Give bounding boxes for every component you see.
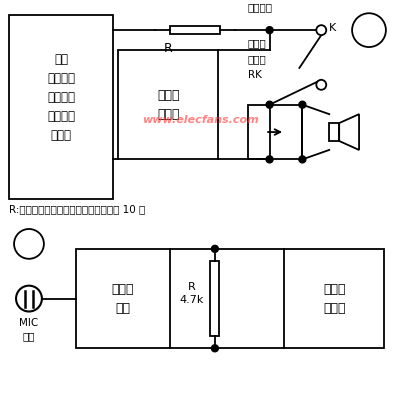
Bar	[248, 105, 302, 159]
Circle shape	[316, 80, 326, 90]
Text: K: K	[329, 23, 336, 33]
Circle shape	[211, 246, 219, 252]
Circle shape	[266, 156, 273, 163]
Circle shape	[16, 286, 42, 312]
Bar	[169, 26, 220, 34]
Bar	[76, 249, 170, 348]
Circle shape	[316, 25, 326, 35]
Text: R
4.7k: R 4.7k	[180, 282, 204, 305]
Text: 话筒放
大器: 话筒放 大器	[112, 283, 134, 314]
Text: 有效值
电压表: 有效值 电压表	[323, 283, 345, 314]
Polygon shape	[339, 114, 359, 150]
Bar	[9, 15, 114, 199]
Text: 功放
输出《雨
果金碟》
纯音频测
试信号: 功放 输出《雨 果金碟》 纯音频测 试信号	[47, 53, 75, 142]
Circle shape	[299, 156, 306, 163]
Circle shape	[299, 101, 306, 108]
Bar	[329, 123, 339, 141]
Circle shape	[352, 13, 386, 47]
Text: MIC
话筒: MIC 话筒	[19, 318, 39, 341]
Text: 无感可: 无感可	[248, 38, 266, 48]
Text: R: R	[164, 42, 173, 55]
Text: 有效值
电压表: 有效值 电压表	[157, 89, 180, 121]
Text: 转换开关: 转换开关	[248, 2, 273, 12]
Bar	[118, 50, 218, 159]
Circle shape	[211, 345, 219, 352]
Bar	[285, 249, 384, 348]
Text: 3: 3	[365, 23, 373, 37]
Text: RK: RK	[248, 70, 262, 80]
Circle shape	[266, 27, 273, 33]
Circle shape	[14, 229, 44, 259]
Text: R:其值应大于或等于扬声器额定阻抗的 10 倍: R:其值应大于或等于扬声器额定阻抗的 10 倍	[9, 204, 145, 214]
Bar	[210, 261, 219, 336]
Text: www.elecfans.com: www.elecfans.com	[141, 115, 258, 125]
Text: 4: 4	[25, 237, 33, 251]
Text: 变电阻: 变电阻	[248, 54, 266, 64]
Circle shape	[266, 101, 273, 108]
